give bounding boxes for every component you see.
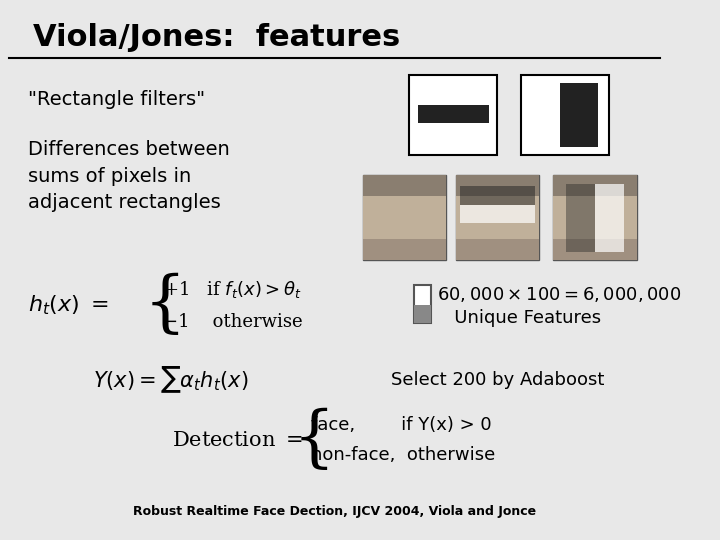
Bar [521, 75, 609, 155]
Bar [456, 175, 539, 196]
Text: Viola/Jones:  features: Viola/Jones: features [32, 24, 400, 52]
Text: $Y(x)=\sum\alpha_t h_t(x)$: $Y(x)=\sum\alpha_t h_t(x)$ [93, 364, 248, 395]
Text: {: { [144, 272, 186, 338]
Bar [409, 75, 498, 155]
Text: $h_t(x)\ =$: $h_t(x)\ =$ [28, 293, 109, 317]
Bar [456, 175, 539, 260]
Bar [414, 285, 431, 323]
Bar [363, 196, 446, 239]
Bar [418, 105, 489, 123]
Bar [553, 239, 637, 260]
Bar [456, 239, 539, 260]
Bar [560, 83, 598, 147]
Text: face,        if Y(x) > 0: face, if Y(x) > 0 [312, 416, 492, 434]
Bar [456, 196, 539, 239]
Text: Unique Features: Unique Features [437, 309, 601, 327]
Bar [553, 175, 637, 260]
Text: {: { [293, 407, 336, 472]
Text: Select 200 by Adaboost: Select 200 by Adaboost [390, 371, 604, 389]
Text: +1   if $f_t(x) > \theta_t$: +1 if $f_t(x) > \theta_t$ [163, 280, 302, 300]
Text: Detection $=$: Detection $=$ [172, 430, 302, 449]
Text: −1    otherwise: −1 otherwise [163, 313, 302, 331]
Bar [414, 305, 431, 323]
Bar [363, 175, 446, 260]
Bar [363, 175, 446, 196]
Text: "Rectangle filters": "Rectangle filters" [28, 90, 205, 109]
Bar [566, 184, 595, 252]
Text: Differences between
sums of pixels in
adjacent rectangles: Differences between sums of pixels in ad… [28, 140, 230, 212]
Text: $60,000\times100 = 6,000,000$: $60,000\times100 = 6,000,000$ [437, 286, 681, 305]
Bar [460, 205, 535, 224]
Bar [553, 175, 637, 196]
Bar [460, 186, 535, 205]
Text: non-face,  otherwise: non-face, otherwise [312, 446, 496, 464]
Bar [363, 239, 446, 260]
Text: Robust Realtime Face Dection, IJCV 2004, Viola and Jonce: Robust Realtime Face Dection, IJCV 2004,… [133, 505, 536, 518]
Bar [595, 184, 624, 252]
Bar [553, 196, 637, 239]
